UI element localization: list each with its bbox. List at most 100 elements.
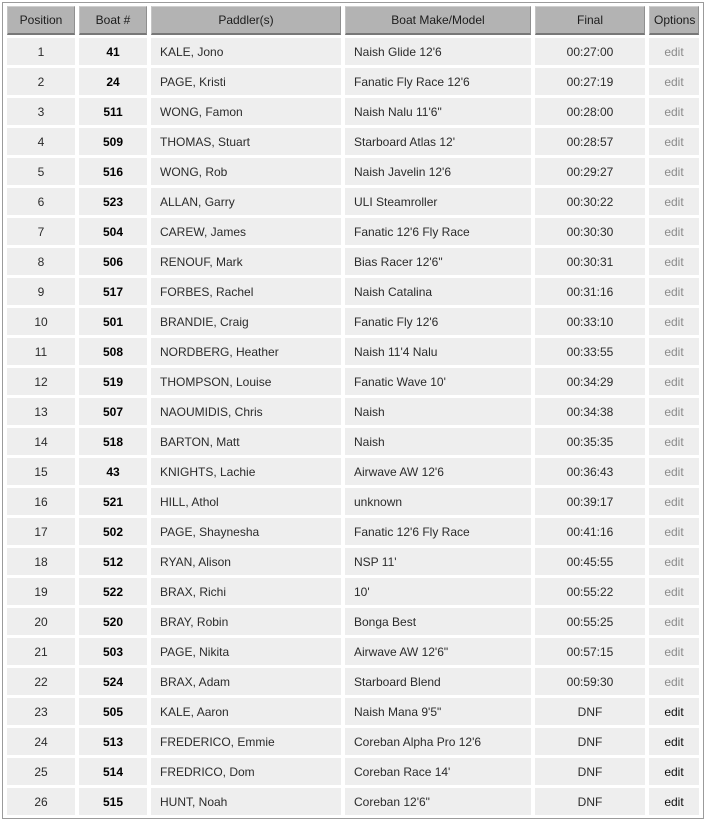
edit-link[interactable]: edit bbox=[664, 74, 684, 89]
final-time-cell: 00:33:55 bbox=[535, 338, 645, 365]
position-cell: 21 bbox=[7, 638, 75, 665]
options-cell: edit bbox=[649, 608, 699, 635]
edit-link[interactable]: edit bbox=[664, 794, 684, 809]
boat-model-cell: Fanatic Fly 12'6 bbox=[345, 308, 531, 335]
boat-number-cell: 515 bbox=[79, 788, 147, 815]
position-cell: 13 bbox=[7, 398, 75, 425]
edit-link[interactable]: edit bbox=[664, 674, 684, 689]
edit-link[interactable]: edit bbox=[664, 404, 684, 419]
boat-number-cell: 503 bbox=[79, 638, 147, 665]
position-cell: 4 bbox=[7, 128, 75, 155]
position-cell: 12 bbox=[7, 368, 75, 395]
position-cell: 26 bbox=[7, 788, 75, 815]
paddler-cell: FREDERICO, Emmie bbox=[151, 728, 341, 755]
table-row: 6 523 ALLAN, Garry ULI Steamroller 00:30… bbox=[7, 188, 699, 215]
paddler-cell: ALLAN, Garry bbox=[151, 188, 341, 215]
boat-model-cell: unknown bbox=[345, 488, 531, 515]
edit-link[interactable]: edit bbox=[664, 374, 684, 389]
boat-number-cell: 505 bbox=[79, 698, 147, 725]
position-cell: 19 bbox=[7, 578, 75, 605]
final-time-cell: 00:30:31 bbox=[535, 248, 645, 275]
boat-number-cell: 508 bbox=[79, 338, 147, 365]
final-time-cell: 00:55:22 bbox=[535, 578, 645, 605]
position-cell: 16 bbox=[7, 488, 75, 515]
boat-number-cell: 41 bbox=[79, 38, 147, 65]
boat-model-cell: Airwave AW 12'6 bbox=[345, 458, 531, 485]
boat-number-cell: 523 bbox=[79, 188, 147, 215]
boat-number-cell: 521 bbox=[79, 488, 147, 515]
edit-link[interactable]: edit bbox=[664, 764, 684, 779]
edit-link[interactable]: edit bbox=[664, 434, 684, 449]
table-row: 17 502 PAGE, Shaynesha Fanatic 12'6 Fly … bbox=[7, 518, 699, 545]
boat-number-cell: 507 bbox=[79, 398, 147, 425]
edit-link[interactable]: edit bbox=[664, 314, 684, 329]
table-row: 4 509 THOMAS, Stuart Starboard Atlas 12'… bbox=[7, 128, 699, 155]
final-time-cell: 00:27:00 bbox=[535, 38, 645, 65]
column-header-paddler: Paddler(s) bbox=[151, 6, 341, 35]
edit-link[interactable]: edit bbox=[664, 104, 684, 119]
boat-model-cell: Naish 11'4 Nalu bbox=[345, 338, 531, 365]
edit-link[interactable]: edit bbox=[664, 284, 684, 299]
boat-model-cell: Coreban 12'6" bbox=[345, 788, 531, 815]
paddler-cell: FORBES, Rachel bbox=[151, 278, 341, 305]
table-row: 3 511 WONG, Famon Naish Nalu 11'6" 00:28… bbox=[7, 98, 699, 125]
edit-link[interactable]: edit bbox=[664, 44, 684, 59]
edit-link[interactable]: edit bbox=[664, 344, 684, 359]
edit-link[interactable]: edit bbox=[664, 134, 684, 149]
final-time-cell: 00:34:29 bbox=[535, 368, 645, 395]
final-time-cell: 00:39:17 bbox=[535, 488, 645, 515]
column-header-boat-number: Boat # bbox=[79, 6, 147, 35]
position-cell: 11 bbox=[7, 338, 75, 365]
table-row: 12 519 THOMPSON, Louise Fanatic Wave 10'… bbox=[7, 368, 699, 395]
position-cell: 23 bbox=[7, 698, 75, 725]
edit-link[interactable]: edit bbox=[664, 704, 684, 719]
edit-link[interactable]: edit bbox=[664, 224, 684, 239]
boat-model-cell: Coreban Race 14' bbox=[345, 758, 531, 785]
boat-number-cell: 519 bbox=[79, 368, 147, 395]
boat-number-cell: 522 bbox=[79, 578, 147, 605]
edit-link[interactable]: edit bbox=[664, 254, 684, 269]
edit-link[interactable]: edit bbox=[664, 734, 684, 749]
paddler-cell: NAOUMIDIS, Chris bbox=[151, 398, 341, 425]
options-cell: edit bbox=[649, 428, 699, 455]
table-row: 16 521 HILL, Athol unknown 00:39:17 edit bbox=[7, 488, 699, 515]
final-time-cell: 00:55:25 bbox=[535, 608, 645, 635]
options-cell: edit bbox=[649, 218, 699, 245]
boat-number-cell: 517 bbox=[79, 278, 147, 305]
paddler-cell: THOMAS, Stuart bbox=[151, 128, 341, 155]
edit-link[interactable]: edit bbox=[664, 494, 684, 509]
edit-link[interactable]: edit bbox=[664, 524, 684, 539]
final-time-cell: DNF bbox=[535, 758, 645, 785]
options-cell: edit bbox=[649, 458, 699, 485]
paddler-cell: CAREW, James bbox=[151, 218, 341, 245]
options-cell: edit bbox=[649, 668, 699, 695]
options-cell: edit bbox=[649, 728, 699, 755]
options-cell: edit bbox=[649, 338, 699, 365]
column-header-options: Options bbox=[649, 6, 699, 35]
paddler-cell: BRAX, Adam bbox=[151, 668, 341, 695]
paddler-cell: BRANDIE, Craig bbox=[151, 308, 341, 335]
edit-link[interactable]: edit bbox=[664, 614, 684, 629]
edit-link[interactable]: edit bbox=[664, 584, 684, 599]
options-cell: edit bbox=[649, 98, 699, 125]
edit-link[interactable]: edit bbox=[664, 194, 684, 209]
final-time-cell: 00:30:30 bbox=[535, 218, 645, 245]
results-tbody: 1 41 KALE, Jono Naish Glide 12'6 00:27:0… bbox=[7, 38, 699, 815]
position-cell: 10 bbox=[7, 308, 75, 335]
final-time-cell: 00:57:15 bbox=[535, 638, 645, 665]
edit-link[interactable]: edit bbox=[664, 464, 684, 479]
position-cell: 3 bbox=[7, 98, 75, 125]
table-row: 26 515 HUNT, Noah Coreban 12'6" DNF edit bbox=[7, 788, 699, 815]
options-cell: edit bbox=[649, 398, 699, 425]
table-row: 21 503 PAGE, Nikita Airwave AW 12'6" 00:… bbox=[7, 638, 699, 665]
edit-link[interactable]: edit bbox=[664, 644, 684, 659]
options-cell: edit bbox=[649, 758, 699, 785]
position-cell: 15 bbox=[7, 458, 75, 485]
boat-model-cell: Naish Javelin 12'6 bbox=[345, 158, 531, 185]
paddler-cell: PAGE, Shaynesha bbox=[151, 518, 341, 545]
edit-link[interactable]: edit bbox=[664, 554, 684, 569]
table-row: 15 43 KNIGHTS, Lachie Airwave AW 12'6 00… bbox=[7, 458, 699, 485]
edit-link[interactable]: edit bbox=[664, 164, 684, 179]
boat-model-cell: Naish Catalina bbox=[345, 278, 531, 305]
